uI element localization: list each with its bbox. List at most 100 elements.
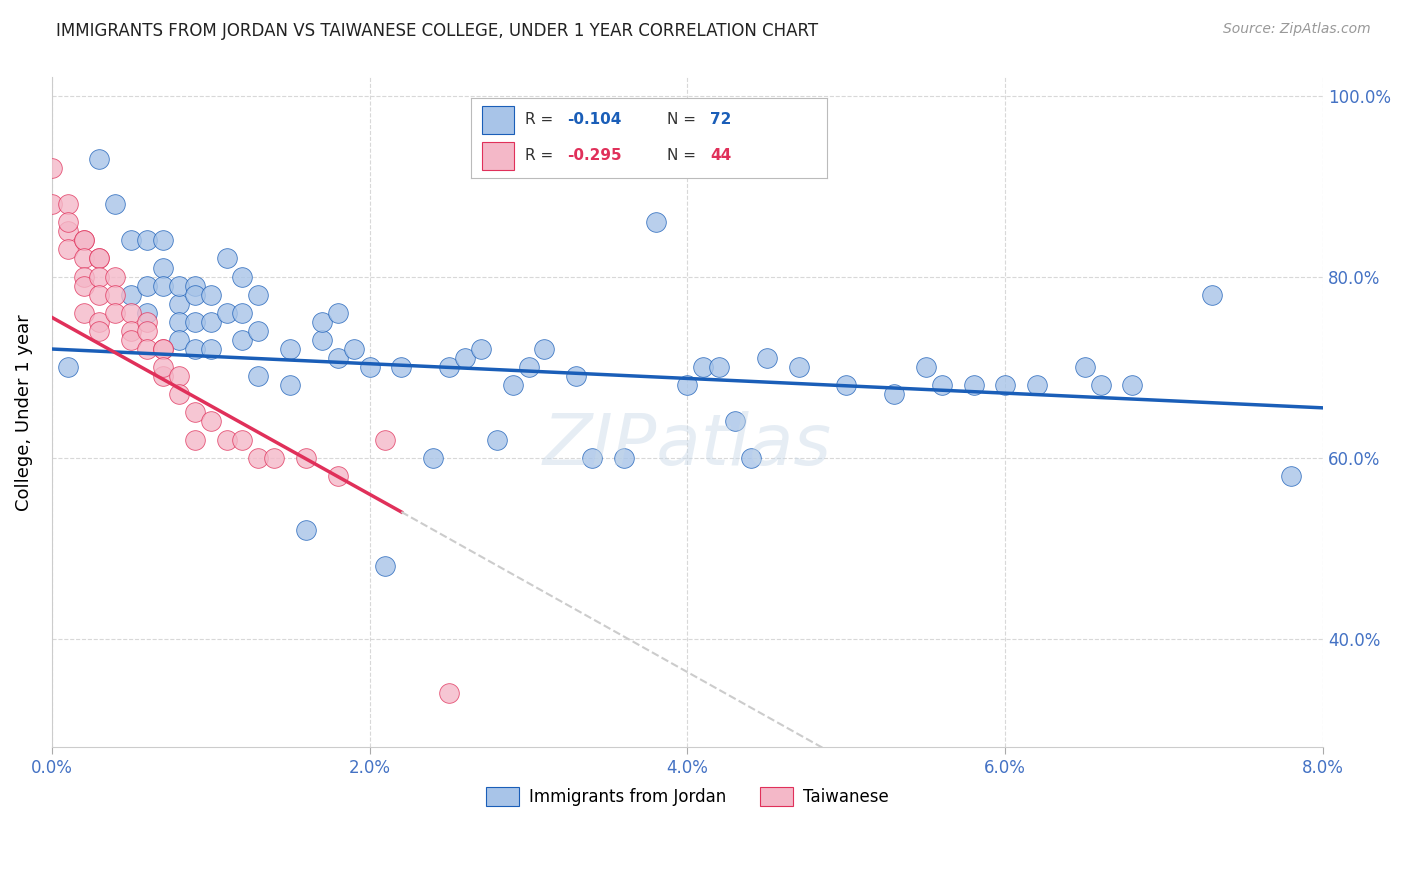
Point	[692, 360, 714, 375]
Point	[1026, 378, 1049, 392]
Point	[184, 287, 207, 301]
Point	[914, 360, 936, 375]
Point	[326, 306, 349, 320]
Point	[120, 306, 142, 320]
Point	[200, 315, 222, 329]
Point	[56, 224, 79, 238]
Point	[311, 333, 333, 347]
Point	[962, 378, 984, 392]
Point	[724, 414, 747, 428]
Point	[502, 378, 524, 392]
Point	[374, 433, 396, 447]
Point	[89, 252, 111, 266]
Point	[215, 433, 238, 447]
Point	[152, 369, 174, 384]
Point	[326, 351, 349, 365]
Point	[41, 161, 63, 175]
Point	[517, 360, 540, 375]
Point	[343, 342, 366, 356]
Point	[136, 342, 159, 356]
Point	[215, 306, 238, 320]
Point	[709, 360, 731, 375]
Legend: Immigrants from Jordan, Taiwanese: Immigrants from Jordan, Taiwanese	[479, 780, 896, 813]
Point	[56, 243, 79, 257]
Point	[247, 287, 270, 301]
Point	[644, 215, 666, 229]
Point	[136, 306, 159, 320]
Point	[295, 523, 318, 537]
Point	[184, 342, 207, 356]
Point	[835, 378, 858, 392]
Point	[231, 269, 253, 284]
Point	[167, 278, 190, 293]
Point	[359, 360, 381, 375]
Point	[167, 333, 190, 347]
Point	[231, 306, 253, 320]
Text: Source: ZipAtlas.com: Source: ZipAtlas.com	[1223, 22, 1371, 37]
Point	[167, 297, 190, 311]
Point	[72, 233, 94, 247]
Text: IMMIGRANTS FROM JORDAN VS TAIWANESE COLLEGE, UNDER 1 YEAR CORRELATION CHART: IMMIGRANTS FROM JORDAN VS TAIWANESE COLL…	[56, 22, 818, 40]
Point	[89, 152, 111, 166]
Point	[247, 450, 270, 465]
Point	[184, 405, 207, 419]
Point	[470, 342, 492, 356]
Point	[41, 197, 63, 211]
Point	[104, 269, 127, 284]
Point	[167, 315, 190, 329]
Point	[787, 360, 810, 375]
Point	[136, 233, 159, 247]
Point	[676, 378, 699, 392]
Point	[89, 315, 111, 329]
Point	[120, 324, 142, 338]
Point	[152, 342, 174, 356]
Point	[72, 278, 94, 293]
Point	[56, 197, 79, 211]
Point	[167, 387, 190, 401]
Point	[72, 306, 94, 320]
Point	[278, 378, 301, 392]
Y-axis label: College, Under 1 year: College, Under 1 year	[15, 314, 32, 511]
Point	[184, 315, 207, 329]
Point	[740, 450, 762, 465]
Point	[152, 342, 174, 356]
Point	[263, 450, 285, 465]
Point	[152, 260, 174, 275]
Point	[152, 360, 174, 375]
Point	[136, 315, 159, 329]
Point	[136, 324, 159, 338]
Point	[152, 278, 174, 293]
Point	[1090, 378, 1112, 392]
Point	[565, 369, 588, 384]
Point	[89, 252, 111, 266]
Point	[200, 287, 222, 301]
Point	[215, 252, 238, 266]
Point	[184, 278, 207, 293]
Point	[437, 686, 460, 700]
Point	[1201, 287, 1223, 301]
Point	[533, 342, 555, 356]
Point	[120, 333, 142, 347]
Point	[104, 197, 127, 211]
Point	[581, 450, 603, 465]
Point	[136, 278, 159, 293]
Point	[278, 342, 301, 356]
Point	[200, 342, 222, 356]
Point	[422, 450, 444, 465]
Point	[104, 306, 127, 320]
Point	[72, 252, 94, 266]
Point	[454, 351, 477, 365]
Point	[89, 269, 111, 284]
Point	[167, 369, 190, 384]
Point	[56, 360, 79, 375]
Point	[485, 433, 508, 447]
Point	[437, 360, 460, 375]
Point	[104, 287, 127, 301]
Point	[247, 324, 270, 338]
Point	[374, 559, 396, 574]
Point	[184, 433, 207, 447]
Point	[56, 215, 79, 229]
Point	[72, 233, 94, 247]
Point	[755, 351, 778, 365]
Point	[72, 269, 94, 284]
